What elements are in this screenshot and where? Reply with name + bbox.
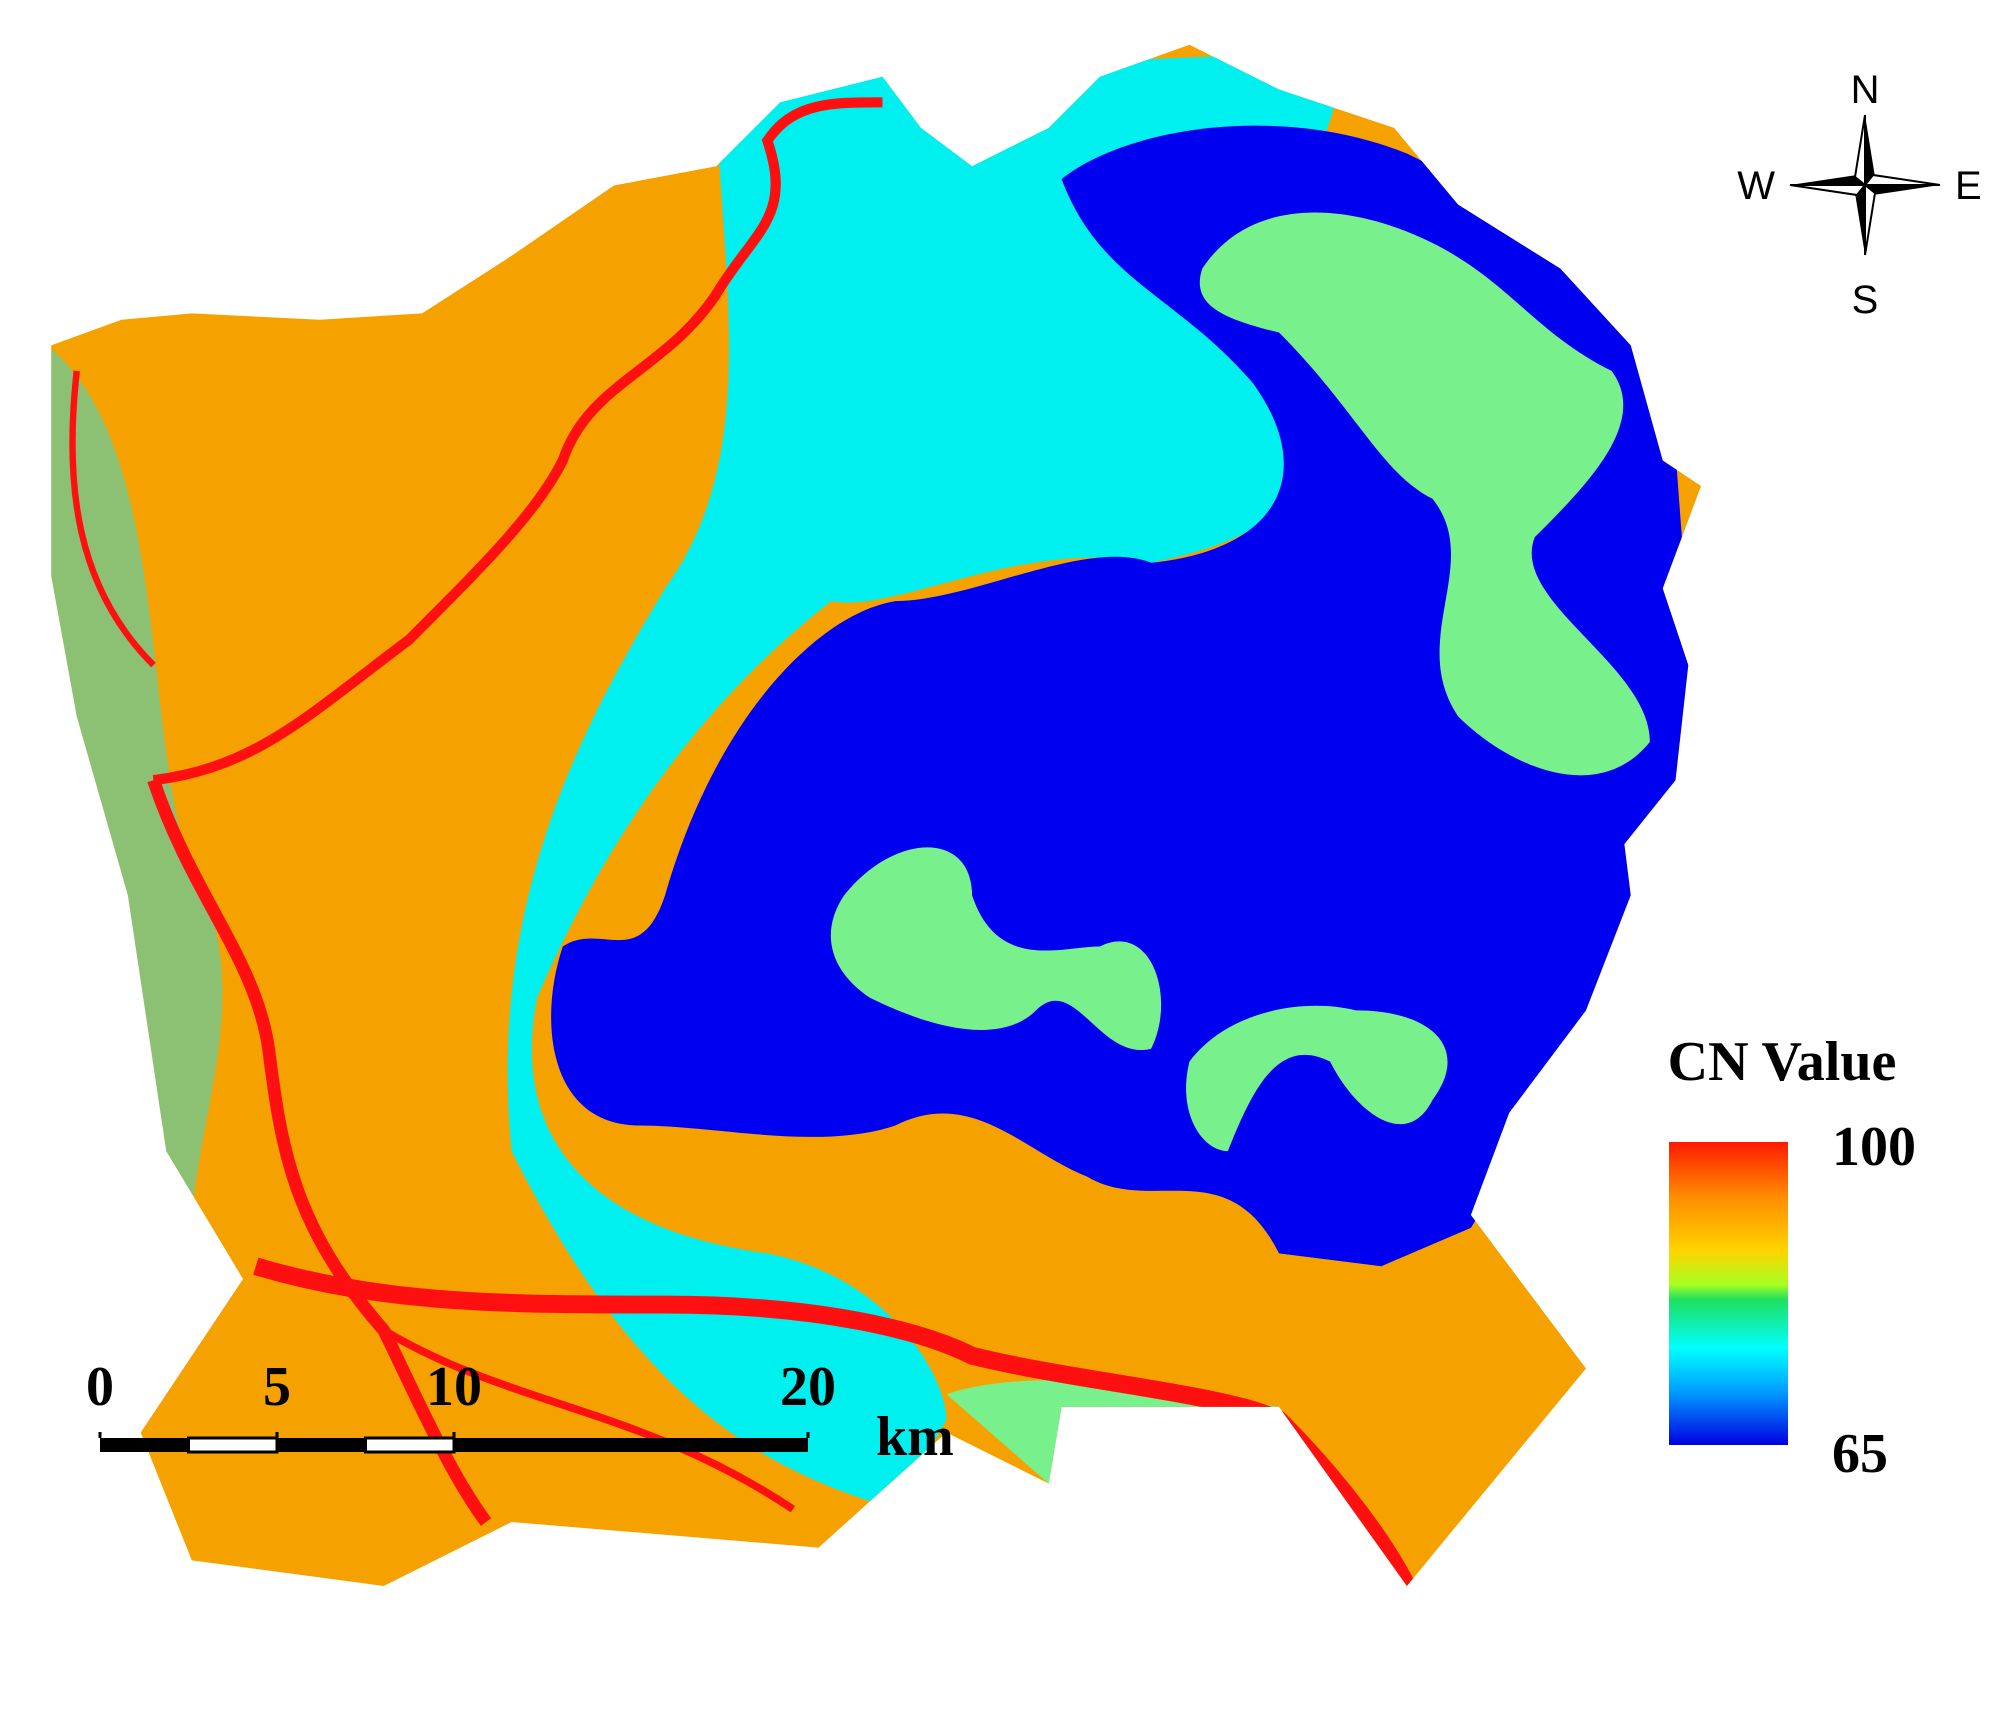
compass-east: E xyxy=(1955,164,1982,208)
compass-north: N xyxy=(1851,68,1880,112)
cyan-zone xyxy=(507,51,1343,1510)
scale-segment xyxy=(454,1438,808,1452)
scale-tick-label: 20 xyxy=(780,1356,836,1418)
scale-tick-label: 5 xyxy=(263,1356,291,1418)
color-bar xyxy=(1669,1142,1788,1445)
green-lobe xyxy=(1199,212,1650,776)
legend: CN Value 100 65 xyxy=(1668,1031,1916,1485)
green-lobe xyxy=(1186,1005,1448,1152)
scale-unit: km xyxy=(876,1406,954,1468)
legend-title: CN Value xyxy=(1668,1031,1897,1093)
scale-bar: km 0 5 10 20 xyxy=(86,1356,954,1468)
legend-min: 65 xyxy=(1832,1423,1888,1485)
compass-south: S xyxy=(1852,278,1879,322)
scale-segment xyxy=(100,1438,189,1452)
scale-segment xyxy=(187,1436,279,1454)
scale-tick-label: 0 xyxy=(86,1356,114,1418)
scale-segment xyxy=(364,1436,456,1454)
compass-west: W xyxy=(1737,164,1775,208)
compass-rose xyxy=(1789,114,1941,256)
green-lobe xyxy=(830,847,1162,1051)
compass: N S W E xyxy=(1737,68,1981,322)
scale-segment xyxy=(277,1438,366,1452)
scale-tick-label: 10 xyxy=(426,1356,482,1418)
legend-max: 100 xyxy=(1832,1116,1916,1178)
